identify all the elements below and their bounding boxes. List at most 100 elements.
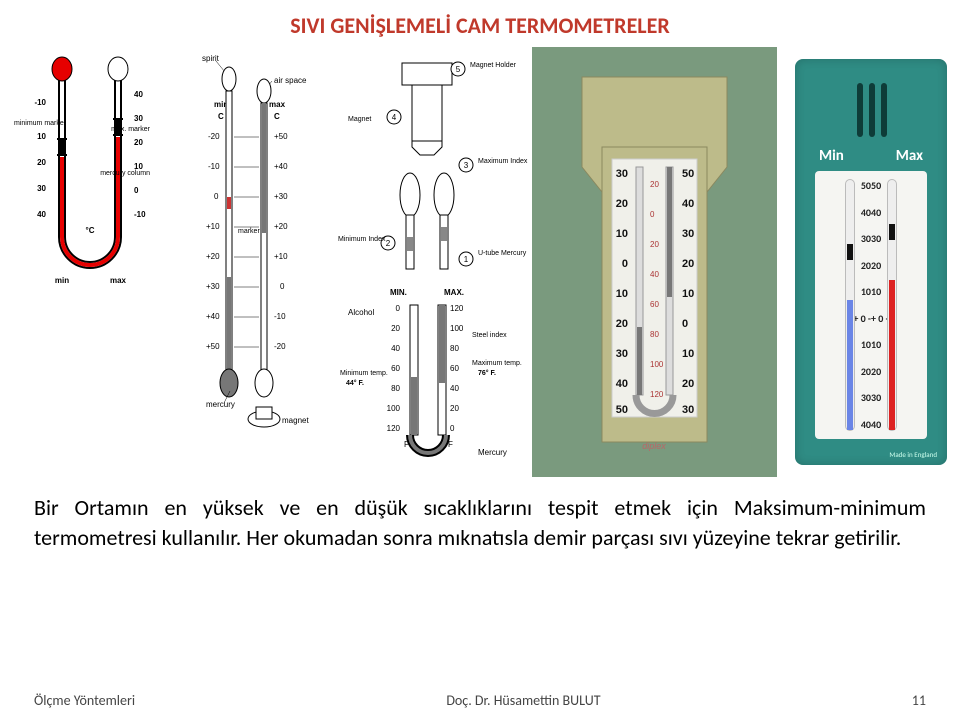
svg-text:F: F (404, 440, 409, 449)
footer-center: Doç. Dr. Hüsamettin BULUT (446, 692, 600, 709)
svg-text:mercury column: mercury column (100, 170, 150, 177)
svg-text:0: 0 (682, 318, 688, 330)
svg-text:5: 5 (456, 65, 461, 74)
svg-text:0: 0 (280, 282, 285, 291)
svg-text:+20: +20 (206, 252, 220, 261)
svg-text:20: 20 (616, 198, 628, 210)
page-title: SIVI GENİŞLEMELİ CAM TERMOMETRELER (0, 0, 960, 47)
svg-text:Minimum Index: Minimum Index (338, 236, 386, 243)
svg-text:30: 30 (616, 348, 628, 360)
svg-text:40: 40 (616, 378, 628, 390)
svg-text:min: min (55, 276, 69, 285)
svg-text:20: 20 (450, 404, 459, 413)
svg-text:max. marker: max. marker (111, 126, 151, 133)
svg-text:40: 40 (682, 198, 694, 210)
svg-text:3: 3 (464, 161, 469, 170)
body-paragraph: Bir Ortamın en yüksek ve en düşük sıcakl… (0, 477, 960, 552)
svg-text:10: 10 (682, 288, 694, 300)
svg-text:diplex: diplex (642, 441, 666, 451)
page-footer: Ölçme Yöntemleri Doç. Dr. Hüsamettin BUL… (0, 692, 960, 709)
svg-text:+50: +50 (274, 132, 288, 141)
svg-text:2: 2 (386, 239, 391, 248)
svg-text:spirit: spirit (202, 54, 220, 63)
svg-text:30: 30 (616, 168, 628, 180)
svg-text:max: max (110, 276, 127, 285)
made-in-label: Made in England (889, 450, 937, 459)
svg-text:10: 10 (37, 132, 46, 141)
svg-text:Magnet: Magnet (348, 116, 371, 123)
svg-text:100: 100 (650, 360, 664, 369)
svg-text:44° F.: 44° F. (346, 379, 364, 387)
svg-text:-20: -20 (274, 342, 286, 351)
svg-text:40: 40 (391, 344, 400, 353)
figure-parts-diagram: 5 Magnet Holder 4 Magnet 3 Maximum Index… (328, 47, 528, 477)
figure-utube-red: -10 10 20 30 40 40 30 20 10 0 -10 minimu… (10, 47, 170, 337)
svg-text:air space: air space (274, 76, 307, 85)
svg-text:60: 60 (450, 364, 459, 373)
svg-text:100: 100 (450, 324, 464, 333)
svg-text:max: max (269, 100, 286, 109)
figure-row: -10 10 20 30 40 40 30 20 10 0 -10 minimu… (0, 47, 960, 477)
svg-text:minimum marker: minimum marker (14, 120, 67, 127)
svg-text:120: 120 (650, 390, 664, 399)
svg-text:-10: -10 (274, 312, 286, 321)
svg-text:80: 80 (450, 344, 459, 353)
svg-text:0: 0 (622, 258, 628, 270)
svg-text:C: C (218, 112, 224, 121)
footer-right: 11 (912, 692, 926, 709)
svg-text:MAX.: MAX. (444, 288, 464, 297)
svg-text:20: 20 (37, 158, 46, 167)
svg-text:Steel index: Steel index (472, 332, 507, 339)
svg-text:20: 20 (682, 378, 694, 390)
svg-text:mercury: mercury (206, 400, 235, 409)
svg-text:10: 10 (682, 348, 694, 360)
svg-text:20: 20 (391, 324, 400, 333)
svg-text:50: 50 (616, 404, 628, 416)
right-scale: 5040 3020 10+ 0 - 1020 3040 (871, 179, 923, 431)
svg-text:40: 40 (450, 384, 459, 393)
svg-text:magnet: magnet (282, 416, 309, 425)
svg-text:Alcohol: Alcohol (348, 308, 374, 317)
svg-text:Maximum temp.: Maximum temp. (472, 360, 522, 367)
svg-text:°C: °C (86, 226, 95, 235)
svg-text:-10: -10 (34, 98, 46, 107)
max-label: Max (896, 147, 923, 165)
svg-text:10: 10 (616, 288, 628, 300)
svg-text:20: 20 (650, 240, 659, 249)
svg-text:+40: +40 (274, 162, 288, 171)
svg-text:40: 40 (650, 270, 659, 279)
svg-text:30: 30 (682, 404, 694, 416)
svg-text:20: 20 (134, 138, 143, 147)
svg-text:30: 30 (134, 114, 143, 123)
svg-text:1: 1 (464, 255, 469, 264)
footer-left: Ölçme Yöntemleri (34, 692, 135, 709)
svg-text:-20: -20 (208, 132, 220, 141)
svg-text:120: 120 (387, 424, 401, 433)
svg-text:50: 50 (682, 168, 694, 180)
svg-text:20: 20 (616, 318, 628, 330)
svg-text:MIN.: MIN. (390, 288, 407, 297)
svg-text:0: 0 (450, 424, 455, 433)
svg-text:4: 4 (392, 113, 397, 122)
svg-text:+50: +50 (206, 342, 220, 351)
svg-text:-10: -10 (208, 162, 220, 171)
svg-text:40: 40 (37, 210, 46, 219)
svg-text:0: 0 (396, 304, 401, 313)
svg-text:80: 80 (391, 384, 400, 393)
svg-text:60: 60 (650, 300, 659, 309)
svg-text:+10: +10 (206, 222, 220, 231)
svg-text:U-tube Mercury Column: U-tube Mercury Column (478, 250, 528, 257)
figure-photo-green: 30 20 10 0 10 20 30 40 50 50 40 30 20 10… (532, 47, 777, 477)
svg-text:76° F.: 76° F. (478, 369, 496, 377)
svg-text:0: 0 (650, 210, 655, 219)
svg-text:-10: -10 (134, 210, 146, 219)
svg-text:Mercury: Mercury (478, 448, 507, 457)
svg-text:0: 0 (134, 186, 139, 195)
svg-text:10: 10 (616, 228, 628, 240)
svg-text:Minimum temp.: Minimum temp. (340, 370, 388, 377)
svg-text:C: C (274, 112, 280, 121)
svg-text:20: 20 (650, 180, 659, 189)
svg-text:+30: +30 (206, 282, 220, 291)
svg-text:Maximum Index: Maximum Index (478, 158, 528, 165)
figure-two-tubes: spirit air space min max C C -20 -10 (174, 47, 324, 437)
